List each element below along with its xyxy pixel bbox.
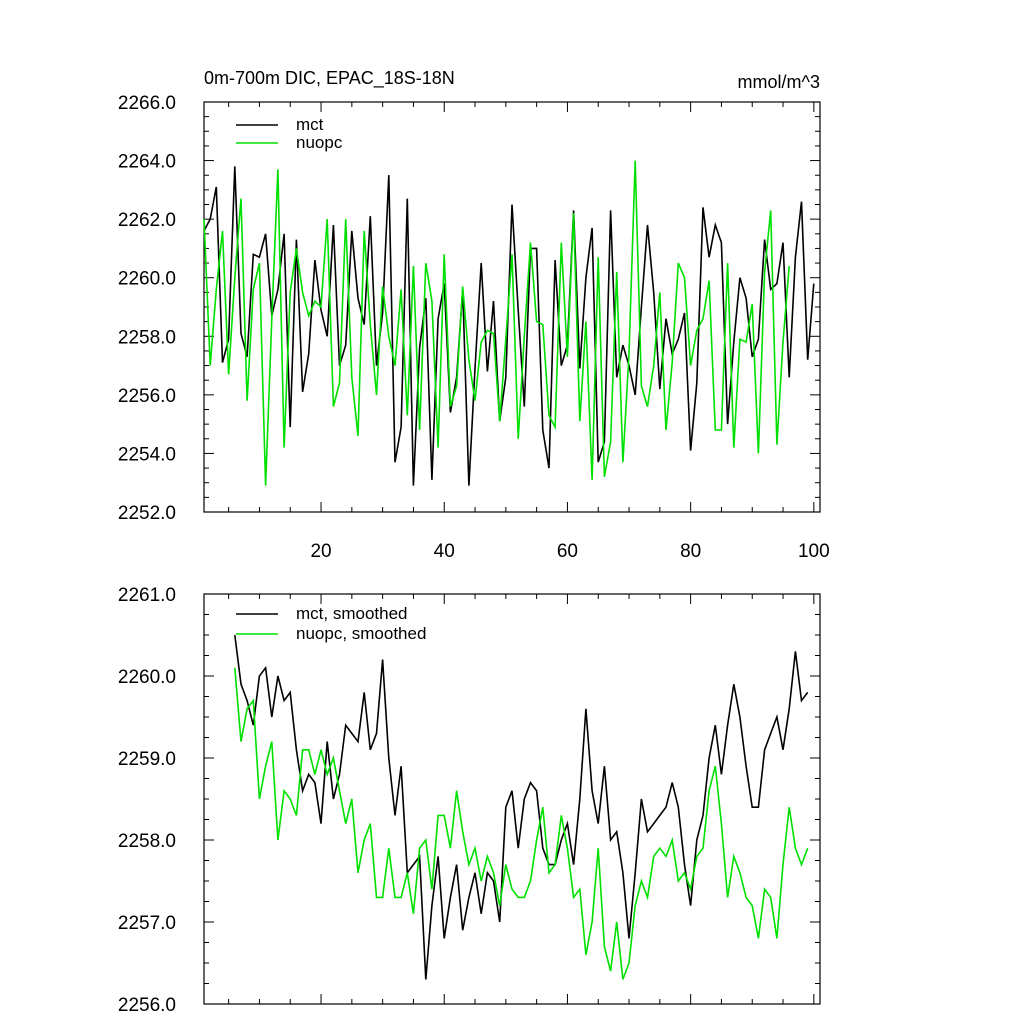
top-panel-legend: mct nuopc bbox=[236, 115, 343, 152]
bottom-panel: 2256.0 2257.0 2258.0 2259.0 2260.0 2261.0 mct… bbox=[118, 585, 821, 1016]
y-tick-label: 2262.0 bbox=[118, 210, 176, 231]
bottom-panel-frame bbox=[203, 593, 821, 1005]
series-line-mct bbox=[203, 166, 815, 486]
top-panel-title: 0m-700m DIC, EPAC_18S-18N bbox=[204, 68, 455, 89]
y-tick-label: 2254.0 bbox=[118, 444, 176, 465]
legend-label-nuopc: nuopc bbox=[296, 133, 343, 152]
y-tick-label: 2256.0 bbox=[118, 386, 176, 407]
legend-label-mct: mct bbox=[296, 115, 324, 134]
top-panel-ticks: 2252.0 2254.0 2256.0 2258.0 2260.0 2262.0 2264… bbox=[118, 93, 830, 562]
x-tick-label: 100 bbox=[798, 541, 830, 562]
x-tick-label: 40 bbox=[434, 541, 455, 562]
top-panel-series bbox=[203, 160, 815, 486]
y-tick-label: 2259.0 bbox=[118, 749, 176, 770]
series-line-nuopc bbox=[203, 160, 790, 486]
y-tick-label: 2252.0 bbox=[118, 503, 176, 524]
bottom-panel-ticks: 2256.0 2257.0 2258.0 2259.0 2260.0 2261.0 bbox=[118, 585, 820, 1016]
series-line-mct-smoothed bbox=[234, 634, 809, 980]
bottom-panel-legend: mct, smoothed nuopc, smoothed bbox=[236, 604, 426, 643]
y-tick-label: 2258.0 bbox=[118, 831, 176, 852]
x-tick-label: 20 bbox=[310, 541, 331, 562]
y-tick-label: 2260.0 bbox=[118, 667, 176, 688]
y-tick-label: 2260.0 bbox=[118, 269, 176, 290]
x-tick-label: 80 bbox=[680, 541, 701, 562]
top-panel-frame bbox=[203, 101, 821, 513]
y-tick-label: 2256.0 bbox=[118, 995, 176, 1016]
y-tick-label: 2266.0 bbox=[118, 93, 176, 114]
top-panel: 0m-700m DIC, EPAC_18S-18N mmol/m^3 2252.… bbox=[118, 68, 830, 562]
x-tick-label: 60 bbox=[557, 541, 578, 562]
y-tick-label: 2261.0 bbox=[118, 585, 176, 606]
legend-label-nuopc-smoothed: nuopc, smoothed bbox=[296, 624, 426, 643]
y-tick-label: 2257.0 bbox=[118, 913, 176, 934]
y-tick-label: 2264.0 bbox=[118, 152, 176, 173]
top-panel-units: mmol/m^3 bbox=[738, 72, 820, 92]
series-line-nuopc-smoothed bbox=[234, 667, 809, 980]
bottom-panel-series bbox=[234, 634, 809, 980]
y-tick-label: 2258.0 bbox=[118, 327, 176, 348]
legend-label-mct-smoothed: mct, smoothed bbox=[296, 604, 408, 623]
